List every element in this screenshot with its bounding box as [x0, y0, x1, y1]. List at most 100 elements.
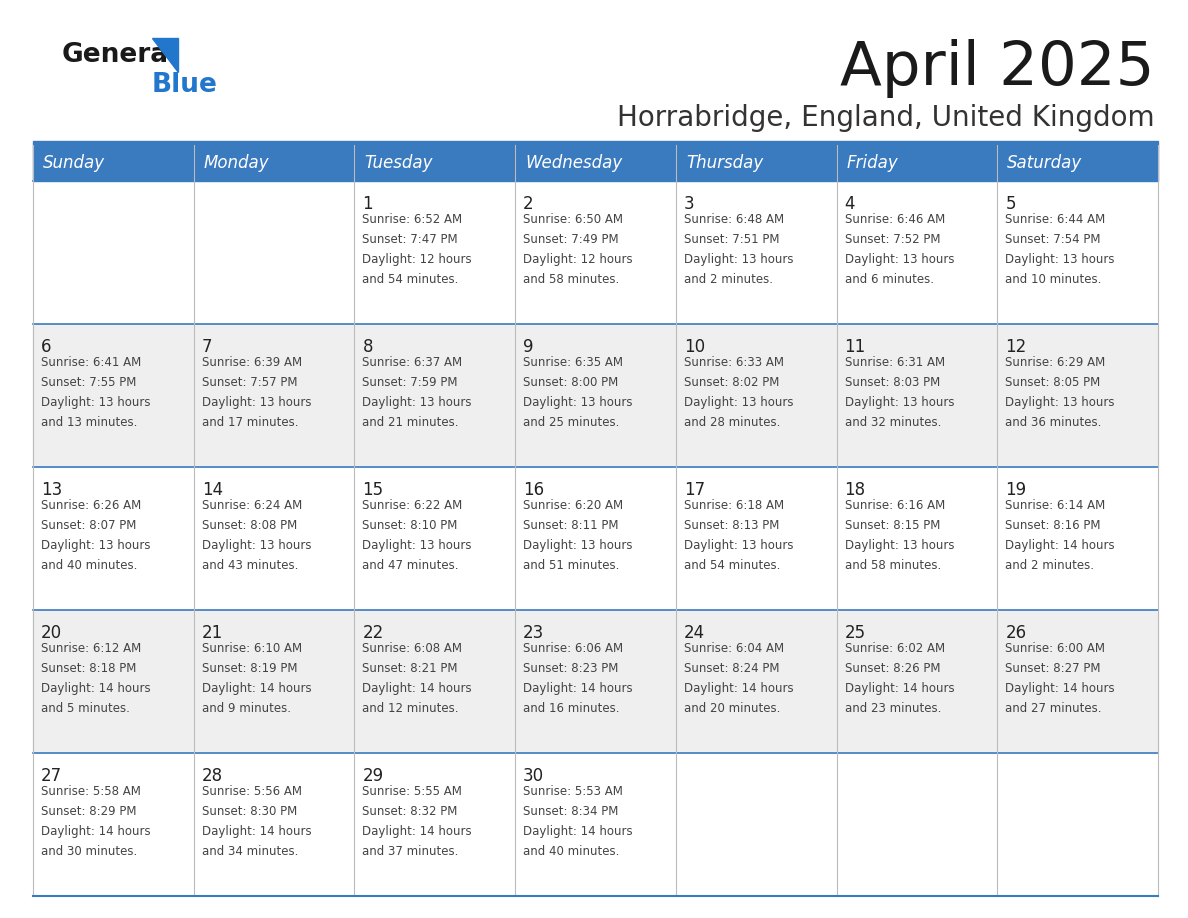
Text: Daylight: 13 hours: Daylight: 13 hours [845, 539, 954, 552]
Bar [516, 181, 676, 324]
Text: Sunset: 7:55 PM: Sunset: 7:55 PM [42, 376, 137, 389]
Text: Sunrise: 6:41 AM: Sunrise: 6:41 AM [42, 356, 141, 369]
Text: Sunrise: 6:00 AM: Sunrise: 6:00 AM [1005, 642, 1105, 655]
Text: Sunrise: 6:37 AM: Sunrise: 6:37 AM [362, 356, 462, 369]
Bar [33, 610, 194, 753]
Text: 19: 19 [1005, 481, 1026, 499]
Text: Sunset: 7:57 PM: Sunset: 7:57 PM [202, 376, 297, 389]
Bar [836, 181, 997, 324]
Bar [676, 324, 836, 467]
Text: Sunset: 8:03 PM: Sunset: 8:03 PM [845, 376, 940, 389]
Text: and 17 minutes.: and 17 minutes. [202, 416, 298, 429]
Text: Sunset: 8:27 PM: Sunset: 8:27 PM [1005, 662, 1101, 675]
Bar [516, 145, 676, 181]
Text: Sunrise: 6:04 AM: Sunrise: 6:04 AM [684, 642, 784, 655]
Text: Sunrise: 6:16 AM: Sunrise: 6:16 AM [845, 499, 944, 512]
Text: Daylight: 13 hours: Daylight: 13 hours [202, 539, 311, 552]
Text: Daylight: 14 hours: Daylight: 14 hours [202, 825, 311, 838]
Text: Sunrise: 6:12 AM: Sunrise: 6:12 AM [42, 642, 141, 655]
Text: Sunrise: 6:08 AM: Sunrise: 6:08 AM [362, 642, 462, 655]
Text: Sunset: 8:21 PM: Sunset: 8:21 PM [362, 662, 457, 675]
Text: Sunrise: 6:46 AM: Sunrise: 6:46 AM [845, 213, 944, 226]
Text: Sunset: 8:19 PM: Sunset: 8:19 PM [202, 662, 297, 675]
Text: Sunset: 8:00 PM: Sunset: 8:00 PM [523, 376, 619, 389]
Text: Sunrise: 6:06 AM: Sunrise: 6:06 AM [523, 642, 624, 655]
Text: Sunrise: 5:53 AM: Sunrise: 5:53 AM [523, 785, 623, 798]
Text: 10: 10 [684, 338, 704, 356]
Polygon shape [152, 38, 178, 72]
Bar [33, 753, 194, 896]
Text: Sunset: 7:59 PM: Sunset: 7:59 PM [362, 376, 457, 389]
Bar [194, 467, 354, 610]
Text: Sunrise: 6:33 AM: Sunrise: 6:33 AM [684, 356, 784, 369]
Text: Sunset: 8:29 PM: Sunset: 8:29 PM [42, 805, 137, 818]
Text: and 2 minutes.: and 2 minutes. [1005, 559, 1094, 572]
Bar [997, 610, 1158, 753]
Text: Wednesday: Wednesday [525, 154, 623, 172]
Text: Daylight: 14 hours: Daylight: 14 hours [1005, 682, 1114, 695]
Text: Daylight: 13 hours: Daylight: 13 hours [845, 396, 954, 409]
Text: and 34 minutes.: and 34 minutes. [202, 845, 298, 858]
Text: Sunset: 8:16 PM: Sunset: 8:16 PM [1005, 519, 1101, 532]
Text: and 13 minutes.: and 13 minutes. [42, 416, 138, 429]
Text: Blue: Blue [152, 72, 217, 98]
Text: and 30 minutes.: and 30 minutes. [42, 845, 138, 858]
Text: Daylight: 13 hours: Daylight: 13 hours [1005, 253, 1114, 266]
Text: Sunset: 7:49 PM: Sunset: 7:49 PM [523, 233, 619, 246]
Text: and 25 minutes.: and 25 minutes. [523, 416, 619, 429]
Text: Sunset: 8:18 PM: Sunset: 8:18 PM [42, 662, 137, 675]
Text: Sunrise: 6:24 AM: Sunrise: 6:24 AM [202, 499, 302, 512]
Text: Sunrise: 6:39 AM: Sunrise: 6:39 AM [202, 356, 302, 369]
Bar [516, 610, 676, 753]
Text: and 32 minutes.: and 32 minutes. [845, 416, 941, 429]
Text: 25: 25 [845, 624, 866, 642]
Bar [676, 145, 836, 181]
Text: Daylight: 13 hours: Daylight: 13 hours [42, 396, 151, 409]
Text: Saturday: Saturday [1007, 154, 1082, 172]
Text: Sunset: 8:02 PM: Sunset: 8:02 PM [684, 376, 779, 389]
Bar [836, 753, 997, 896]
Bar [33, 324, 194, 467]
Text: Sunset: 8:05 PM: Sunset: 8:05 PM [1005, 376, 1100, 389]
Text: Daylight: 14 hours: Daylight: 14 hours [1005, 539, 1114, 552]
Text: General: General [62, 42, 178, 68]
Text: 8: 8 [362, 338, 373, 356]
Text: 6: 6 [42, 338, 51, 356]
Bar [194, 610, 354, 753]
Text: Friday: Friday [847, 154, 898, 172]
Bar [676, 181, 836, 324]
Text: and 10 minutes.: and 10 minutes. [1005, 273, 1101, 286]
Bar [997, 181, 1158, 324]
Text: 3: 3 [684, 195, 695, 213]
Text: Sunrise: 5:58 AM: Sunrise: 5:58 AM [42, 785, 141, 798]
Text: Daylight: 14 hours: Daylight: 14 hours [42, 682, 151, 695]
Text: Sunrise: 6:50 AM: Sunrise: 6:50 AM [523, 213, 624, 226]
Text: and 5 minutes.: and 5 minutes. [42, 702, 129, 715]
Text: 13: 13 [42, 481, 62, 499]
Text: Daylight: 13 hours: Daylight: 13 hours [1005, 396, 1114, 409]
Text: Sunrise: 6:22 AM: Sunrise: 6:22 AM [362, 499, 462, 512]
Bar [354, 467, 516, 610]
Bar [33, 467, 194, 610]
Text: and 40 minutes.: and 40 minutes. [42, 559, 138, 572]
Text: 5: 5 [1005, 195, 1016, 213]
Text: and 47 minutes.: and 47 minutes. [362, 559, 459, 572]
Text: Sunset: 8:32 PM: Sunset: 8:32 PM [362, 805, 457, 818]
Text: and 36 minutes.: and 36 minutes. [1005, 416, 1101, 429]
Text: Sunset: 8:13 PM: Sunset: 8:13 PM [684, 519, 779, 532]
Text: Sunrise: 6:52 AM: Sunrise: 6:52 AM [362, 213, 462, 226]
Text: 7: 7 [202, 338, 213, 356]
Bar [194, 324, 354, 467]
Bar [33, 145, 194, 181]
Text: Sunrise: 6:02 AM: Sunrise: 6:02 AM [845, 642, 944, 655]
Text: 28: 28 [202, 767, 223, 785]
Text: 1: 1 [362, 195, 373, 213]
Text: 27: 27 [42, 767, 62, 785]
Text: Tuesday: Tuesday [365, 154, 432, 172]
Text: and 58 minutes.: and 58 minutes. [845, 559, 941, 572]
Text: Sunrise: 6:20 AM: Sunrise: 6:20 AM [523, 499, 624, 512]
Text: 11: 11 [845, 338, 866, 356]
Text: 17: 17 [684, 481, 704, 499]
Bar [354, 324, 516, 467]
Text: and 27 minutes.: and 27 minutes. [1005, 702, 1101, 715]
